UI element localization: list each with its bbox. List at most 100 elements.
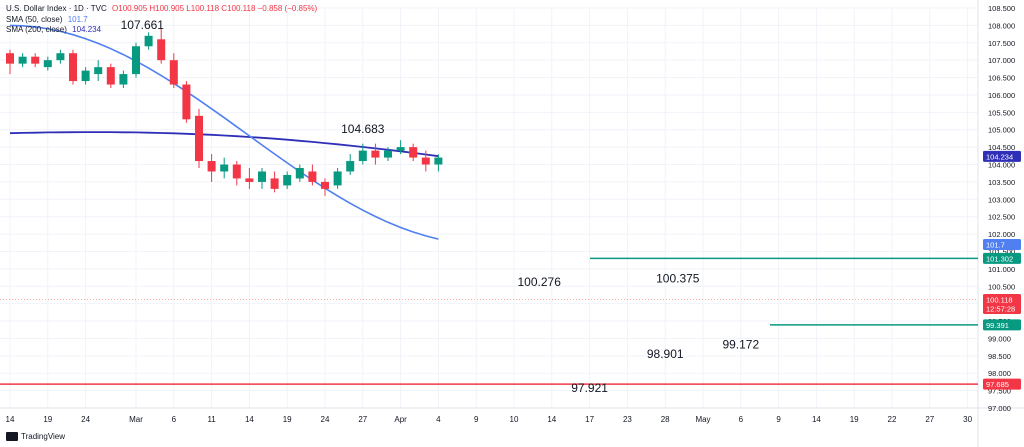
price-badge <box>983 252 1021 264</box>
price-badge-label: 100.118 <box>986 296 1013 305</box>
x-tick-label: 19 <box>43 415 52 424</box>
y-tick-label: 101.500 <box>988 247 1015 256</box>
price-annotation: 100.375 <box>656 272 700 286</box>
sma200-value: 104.234 <box>72 25 102 34</box>
candle-body <box>258 171 266 182</box>
price-annotation: 99.172 <box>722 337 759 351</box>
candle-body <box>43 60 52 68</box>
x-tick-label: 14 <box>245 415 254 424</box>
price-badge <box>983 294 1021 315</box>
x-tick-label: 14 <box>547 415 556 424</box>
price-badge <box>983 150 1021 162</box>
candle-body <box>283 174 292 186</box>
sma200-line <box>9 131 439 158</box>
x-tick-label: 19 <box>850 415 859 424</box>
time-axis[interactable]: 14 19 24 Mar 6 11 14 19 24 27 Apr 4 9 10 14 17 23 28 May 6 9… <box>6 415 973 424</box>
candle-body <box>81 70 90 82</box>
x-tick-label: 11 <box>207 415 216 424</box>
candle-body <box>169 60 178 85</box>
candle-body <box>321 181 329 189</box>
candle-body <box>157 39 166 61</box>
brand-name: TradingView <box>21 432 66 441</box>
x-tick-label: 30 <box>963 415 972 424</box>
y-tick-label: 102.000 <box>988 230 1015 239</box>
price-annotation: 97.921 <box>571 381 608 395</box>
x-tick-label: 9 <box>474 415 479 424</box>
y-tick-label: 108.000 <box>988 21 1015 30</box>
tradingview-logo[interactable]: TradingView <box>6 432 65 441</box>
horizontal-levels <box>0 257 978 385</box>
candle-body <box>295 168 304 179</box>
candle-body <box>384 150 392 158</box>
candle-body <box>220 164 229 172</box>
y-tick-label: 99.000 <box>988 334 1011 343</box>
chart-legend: U.S. Dollar Index · 1D · TVC O100.905 H1… <box>6 4 317 36</box>
x-tick-label: 4 <box>436 415 441 424</box>
sma50-line <box>9 24 439 240</box>
candle-body <box>18 56 27 64</box>
y-tick-label: 108.500 <box>988 4 1015 13</box>
candles[interactable] <box>6 28 443 196</box>
candle-body <box>270 178 279 189</box>
candle-body <box>346 161 355 172</box>
moving-averages <box>9 24 439 240</box>
price-badge-sublabel: 12:57:28 <box>986 305 1015 314</box>
y-tick-label: 103.000 <box>988 195 1015 204</box>
candle-body <box>434 157 443 165</box>
candle-body <box>195 115 203 162</box>
symbol-title[interactable]: U.S. Dollar Index · 1D · TVC <box>6 4 107 13</box>
y-tick-label: 107.500 <box>988 39 1015 48</box>
price-badge-label: 99.391 <box>986 321 1009 330</box>
x-tick-label: 14 <box>812 415 821 424</box>
x-tick-label: May <box>695 415 710 424</box>
x-tick-label: 9 <box>776 415 781 424</box>
y-tick-label: 105.500 <box>988 108 1015 117</box>
x-tick-label: 6 <box>739 415 744 424</box>
x-tick-label: 10 <box>510 415 519 424</box>
candle-body <box>106 67 115 85</box>
candle-body <box>308 171 317 182</box>
price-axis[interactable]: 108.500 108.000 107.500 107.000 106.500 106.0… <box>988 4 1015 413</box>
candle-body <box>144 35 153 47</box>
y-tick-label: 104.500 <box>988 143 1015 152</box>
y-tick-label: 97.000 <box>988 404 1011 413</box>
price-badge <box>983 239 1021 251</box>
x-tick-label: 22 <box>888 415 897 424</box>
candle-body <box>6 53 14 64</box>
candle-body <box>396 147 405 151</box>
y-tick-label: 106.000 <box>988 91 1015 100</box>
y-tick-label: 106.500 <box>988 74 1015 83</box>
tradingview-icon <box>6 432 18 441</box>
price-badge-label: 101.7 <box>986 241 1005 250</box>
candle-body <box>132 46 140 75</box>
price-badge-label: 101.302 <box>986 254 1013 263</box>
candle-body <box>421 157 430 165</box>
candle-body <box>371 150 380 158</box>
x-tick-label: 19 <box>283 415 292 424</box>
candle-body <box>119 74 128 85</box>
candle-body <box>245 178 254 182</box>
x-tick-label: 14 <box>6 415 15 424</box>
x-tick-label: 17 <box>585 415 594 424</box>
sma50-label[interactable]: SMA (50, close) <box>6 14 63 24</box>
price-annotation: 100.276 <box>518 275 562 289</box>
x-tick-label: 24 <box>321 415 330 424</box>
candle-body <box>409 147 418 158</box>
price-annotation: 98.901 <box>647 347 684 361</box>
y-tick-label: 103.500 <box>988 178 1015 187</box>
ohlc-values: O100.905 H100.905 L100.118 C100.118 −0.8… <box>112 4 318 13</box>
candle-body <box>333 171 342 186</box>
y-tick-label: 100.500 <box>988 282 1015 291</box>
price-annotations: 107.661 104.683 100.276 100.375 98.901 99.172… <box>121 18 760 395</box>
candle-body <box>207 161 216 172</box>
x-tick-label: 27 <box>358 415 367 424</box>
y-tick-label: 98.000 <box>988 369 1011 378</box>
sma200-label[interactable]: SMA (200, close) <box>6 25 67 34</box>
price-annotation: 104.683 <box>341 122 385 136</box>
x-tick-label: 23 <box>623 415 632 424</box>
price-badge-label: 104.234 <box>986 152 1013 161</box>
candle-body <box>56 53 65 61</box>
y-tick-label: 104.000 <box>988 161 1015 170</box>
y-tick-label: 97.500 <box>988 387 1011 396</box>
